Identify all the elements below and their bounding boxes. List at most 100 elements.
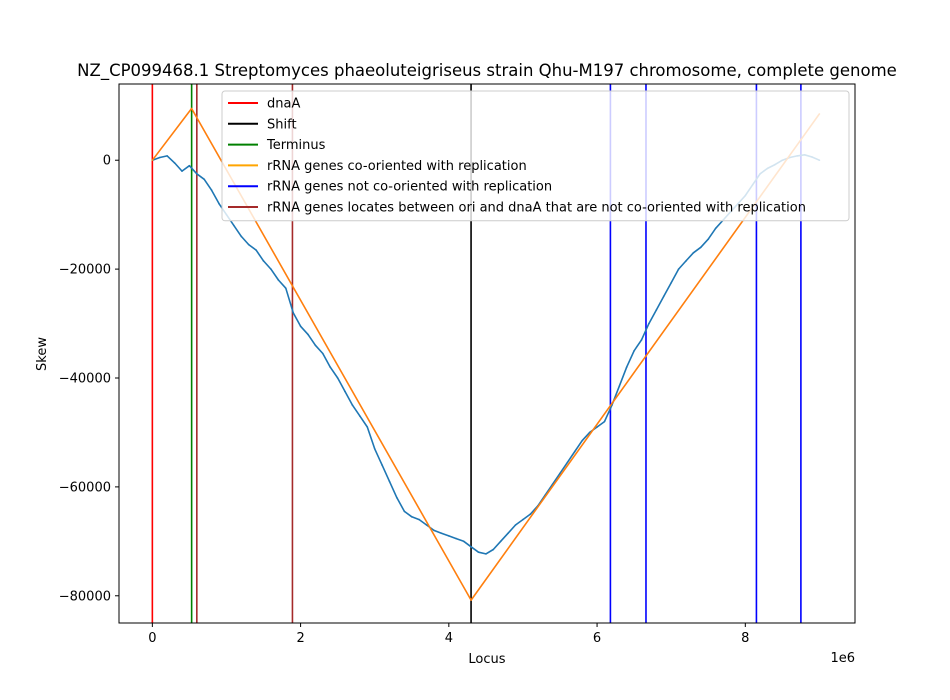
series-0-point-46: [492, 548, 495, 551]
legend-label-5: rRNA genes locates between ori and dnaA …: [267, 201, 806, 216]
x-axis-label: Locus: [468, 652, 505, 667]
series-0-point-41: [455, 537, 458, 540]
series-0-point-5: [188, 164, 191, 167]
series-1-point-2: [470, 599, 472, 601]
series-0-point-70: [670, 281, 672, 284]
y-tick-label-1: −20000: [59, 263, 111, 278]
series-0-point-37: [425, 524, 428, 526]
series-0-point-6: [196, 173, 198, 175]
y-tick-label-4: −80000: [59, 589, 111, 604]
x-axis-offset-label: 1e6: [830, 651, 855, 666]
series-0-point-57: [574, 450, 576, 453]
series-0-point-42: [462, 540, 465, 543]
legend-label-4: rRNA genes not co-oriented with replicat…: [267, 180, 552, 195]
series-0-point-30: [373, 447, 376, 450]
series-0-point-66: [640, 339, 643, 341]
series-0-point-11: [233, 224, 235, 227]
chart-title: NZ_CP099468.1 Streptomyces phaeoluteigri…: [77, 61, 897, 81]
series-0-point-61: [603, 420, 606, 423]
series-0-point-32: [388, 480, 391, 483]
series-0-point-33: [396, 496, 398, 499]
series-0-point-72: [685, 260, 687, 262]
series-0-point-65: [633, 349, 635, 352]
series-0-point-18: [284, 287, 287, 289]
series-0-point-45: [485, 553, 487, 555]
series-0-point-28: [359, 415, 361, 417]
series-0-point-26: [344, 390, 346, 393]
series-0-point-12: [240, 235, 243, 238]
y-axis-label: Skew: [35, 337, 50, 371]
series-0-point-73: [692, 251, 695, 254]
series-0-point-25: [336, 377, 339, 379]
series-0-point-48: [507, 532, 509, 534]
series-0-point-56: [566, 461, 569, 464]
legend: dnaA Shift Terminus rRNA genes co-oriented …: [221, 90, 850, 222]
series-0-point-2: [166, 155, 168, 157]
series-0-point-19: [292, 311, 294, 314]
series-0-point-40: [448, 535, 450, 537]
series-0-point-71: [677, 268, 680, 270]
legend-label-3: rRNA genes co-oriented with replication: [267, 159, 527, 174]
series-0-point-21: [307, 333, 309, 336]
series-0-point-22: [314, 344, 317, 347]
series-0-point-38: [433, 529, 435, 532]
x-axis: 0 2 4 6 8: [148, 623, 749, 646]
legend-label-1: Shift: [267, 117, 297, 132]
series-0-point-63: [618, 385, 621, 387]
series-0-point-24: [329, 366, 332, 368]
series-0-point-50: [522, 518, 524, 521]
series-0-point-67: [648, 322, 650, 325]
series-0-point-16: [270, 268, 272, 270]
y-axis: 0 −20000 −40000 −60000 −80000: [59, 154, 119, 604]
series-0-point-43: [470, 545, 472, 548]
series-0-point-23: [322, 352, 324, 355]
series-0-point-27: [351, 404, 354, 407]
x-tick-label-2: 4: [445, 631, 453, 646]
series-0-point-14: [255, 249, 257, 251]
series-0-point-1: [158, 156, 161, 159]
series-0-point-69: [662, 295, 665, 298]
series-0-point-4: [181, 170, 183, 172]
series-0-point-36: [418, 518, 420, 521]
legend-box: [221, 90, 850, 222]
series-0-point-60: [596, 426, 598, 428]
series-0-point-29: [366, 426, 369, 428]
series-0-point-44: [477, 551, 480, 554]
series-0-point-51: [529, 513, 532, 515]
x-tick-label-1: 2: [296, 631, 304, 646]
series-0-point-8: [210, 189, 213, 191]
x-tick-label-0: 0: [148, 631, 156, 646]
series-0-point-20: [299, 325, 302, 328]
series-0-point-9: [218, 202, 220, 205]
series-0-point-13: [247, 243, 250, 246]
series-0-point-49: [514, 524, 517, 526]
y-tick-label-2: −40000: [59, 372, 111, 387]
series-line-1: [151, 107, 821, 601]
series-0-point-74: [700, 246, 702, 249]
plot-frame: [118, 83, 856, 624]
legend-label-0: dnaA: [267, 97, 300, 112]
series-0-point-39: [440, 532, 443, 534]
series-0-point-15: [262, 260, 265, 262]
series-0-point-34: [403, 510, 406, 513]
series-1-point-0: [151, 159, 154, 162]
y-tick-label-0: 0: [103, 154, 111, 169]
legend-label-2: Terminus: [266, 138, 326, 153]
series-0-point-68: [655, 309, 658, 311]
y-tick-label-3: −60000: [59, 480, 111, 495]
series-0-point-3: [173, 162, 176, 164]
series-0-point-58: [581, 439, 584, 442]
series-0-point-7: [203, 178, 206, 181]
series-0-point-17: [277, 279, 280, 281]
series-0-point-35: [410, 516, 413, 518]
series-0-point-31: [381, 464, 383, 466]
series-0-point-47: [499, 540, 502, 543]
series-1-point-1: [190, 107, 193, 110]
series-0-point-75: [707, 238, 710, 240]
series-0-point-76: [714, 227, 717, 230]
series-0-point-64: [625, 366, 628, 368]
x-tick-label-3: 6: [593, 631, 601, 646]
series-0-point-55: [559, 472, 561, 475]
x-tick-label-4: 8: [741, 631, 749, 646]
